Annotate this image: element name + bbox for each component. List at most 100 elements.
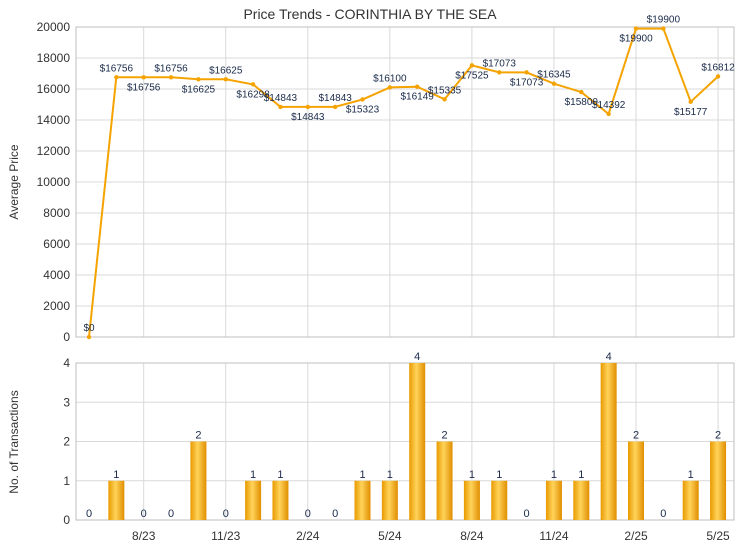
transaction-data-label: 1 [551, 469, 557, 481]
x-tick-label: 2/25 [624, 529, 648, 543]
price-y-ticks: 0 2000 4000 6000 8000 10000 12000 14000 16000 180… [37, 20, 71, 344]
transactions-y-tick-label: 4 [63, 356, 70, 370]
price-point [524, 70, 529, 75]
price-data-label: $19900 [619, 34, 653, 45]
price-data-label: $16756 [100, 63, 134, 74]
price-data-label: $16625 [209, 65, 243, 76]
price-data-label: $15800 [565, 97, 599, 108]
transaction-bar [600, 363, 617, 520]
transaction-data-label: 1 [113, 469, 119, 481]
transaction-bar [354, 480, 371, 520]
price-y-tick-label: 20000 [37, 20, 71, 34]
price-point [661, 26, 666, 31]
price-point [360, 97, 365, 102]
x-tick-label: 5/24 [378, 529, 402, 543]
transaction-bar [108, 480, 125, 520]
price-data-label: $19900 [647, 15, 681, 26]
price-point [551, 81, 557, 86]
transaction-bar [573, 480, 590, 520]
transactions-y-tick-label: 1 [63, 474, 70, 488]
price-point [168, 75, 174, 80]
price-point [715, 74, 721, 79]
transaction-bar [628, 441, 644, 520]
price-y-axis-label: Average Price [7, 144, 21, 219]
transaction-bar [710, 441, 727, 520]
transaction-data-labels: 0 1 0 0 2 0 1 1 0 0 1 1 4 2 1 1 0 1 1 4 2 0 1 2 [86, 351, 721, 520]
transaction-data-label: 1 [688, 469, 694, 481]
price-data-label: $14843 [318, 93, 352, 104]
price-y-tick-label: 12000 [37, 144, 71, 158]
price-data-label: $16756 [154, 63, 188, 74]
price-point [688, 99, 693, 104]
transaction-data-label: 0 [141, 508, 147, 520]
price-data-label: $16625 [182, 84, 216, 95]
price-y-tick-label: 8000 [43, 206, 70, 220]
x-axis-ticks: 8/23 11/23 2/24 5/24 8/24 11/24 2/25 5/25 [132, 529, 730, 543]
price-point [387, 85, 393, 90]
price-point [606, 111, 611, 117]
price-point [442, 97, 447, 102]
transaction-bar [190, 441, 207, 520]
price-point [223, 77, 228, 82]
transaction-bar [545, 480, 562, 520]
price-data-label: $17525 [455, 70, 489, 81]
price-data-label: $14392 [592, 100, 626, 111]
transaction-bar [463, 480, 480, 520]
price-data-label: $15335 [428, 85, 462, 96]
transaction-data-label: 4 [606, 351, 612, 363]
chart-title: Price Trends - CORINTHIA BY THE SEA [243, 6, 497, 22]
price-point [278, 104, 283, 110]
price-point [497, 70, 502, 75]
transaction-data-label: 0 [305, 508, 311, 520]
transaction-data-label: 1 [359, 469, 365, 481]
transaction-bar [409, 363, 426, 520]
transaction-data-label: 1 [469, 469, 475, 481]
price-point [250, 82, 256, 87]
x-tick-label: 8/24 [460, 529, 484, 543]
price-point [114, 75, 119, 80]
x-tick-label: 2/24 [296, 529, 320, 543]
transaction-bars [108, 363, 727, 520]
transactions-y-tick-label: 3 [63, 395, 70, 409]
price-y-tick-label: 14000 [37, 113, 71, 127]
transactions-y-axis-label: No. of Transactions [7, 390, 21, 493]
price-data-label: $14843 [291, 112, 325, 123]
transaction-data-label: 0 [660, 508, 666, 520]
price-point [86, 334, 92, 340]
price-data-label: $15323 [346, 104, 380, 115]
transaction-data-label: 1 [277, 469, 283, 481]
price-data-label: $17073 [510, 77, 544, 88]
price-data-label: $14843 [264, 93, 298, 104]
price-y-tick-label: 6000 [43, 237, 70, 251]
transaction-data-label: 1 [578, 469, 584, 481]
price-point [305, 104, 310, 110]
transaction-bar [381, 480, 398, 520]
transaction-bar [491, 480, 508, 520]
x-tick-label: 11/24 [539, 529, 568, 543]
price-series-line [88, 27, 719, 338]
transaction-data-label: 2 [633, 430, 639, 442]
transaction-data-label: 1 [387, 469, 393, 481]
price-y-tick-label: 2000 [43, 299, 70, 313]
price-y-tick-label: 10000 [37, 175, 71, 189]
price-y-tick-label: 18000 [37, 51, 71, 65]
transaction-data-label: 2 [195, 430, 201, 442]
x-tick-label: 11/23 [211, 529, 240, 543]
price-point [469, 63, 475, 68]
price-point [196, 77, 201, 82]
price-data-label: $16756 [127, 82, 161, 93]
transaction-data-label: 0 [86, 508, 92, 520]
price-data-label: $16812 [701, 62, 735, 73]
price-point [141, 75, 146, 80]
price-points [86, 26, 721, 340]
transaction-data-label: 2 [715, 430, 721, 442]
price-data-label: $16149 [401, 92, 435, 103]
price-point [415, 84, 420, 89]
price-y-tick-label: 0 [63, 330, 70, 344]
transaction-bar [245, 480, 262, 520]
transaction-data-label: 0 [332, 508, 338, 520]
transaction-data-label: 1 [496, 469, 502, 481]
transaction-bar [436, 441, 453, 520]
transaction-data-label: 0 [223, 508, 229, 520]
